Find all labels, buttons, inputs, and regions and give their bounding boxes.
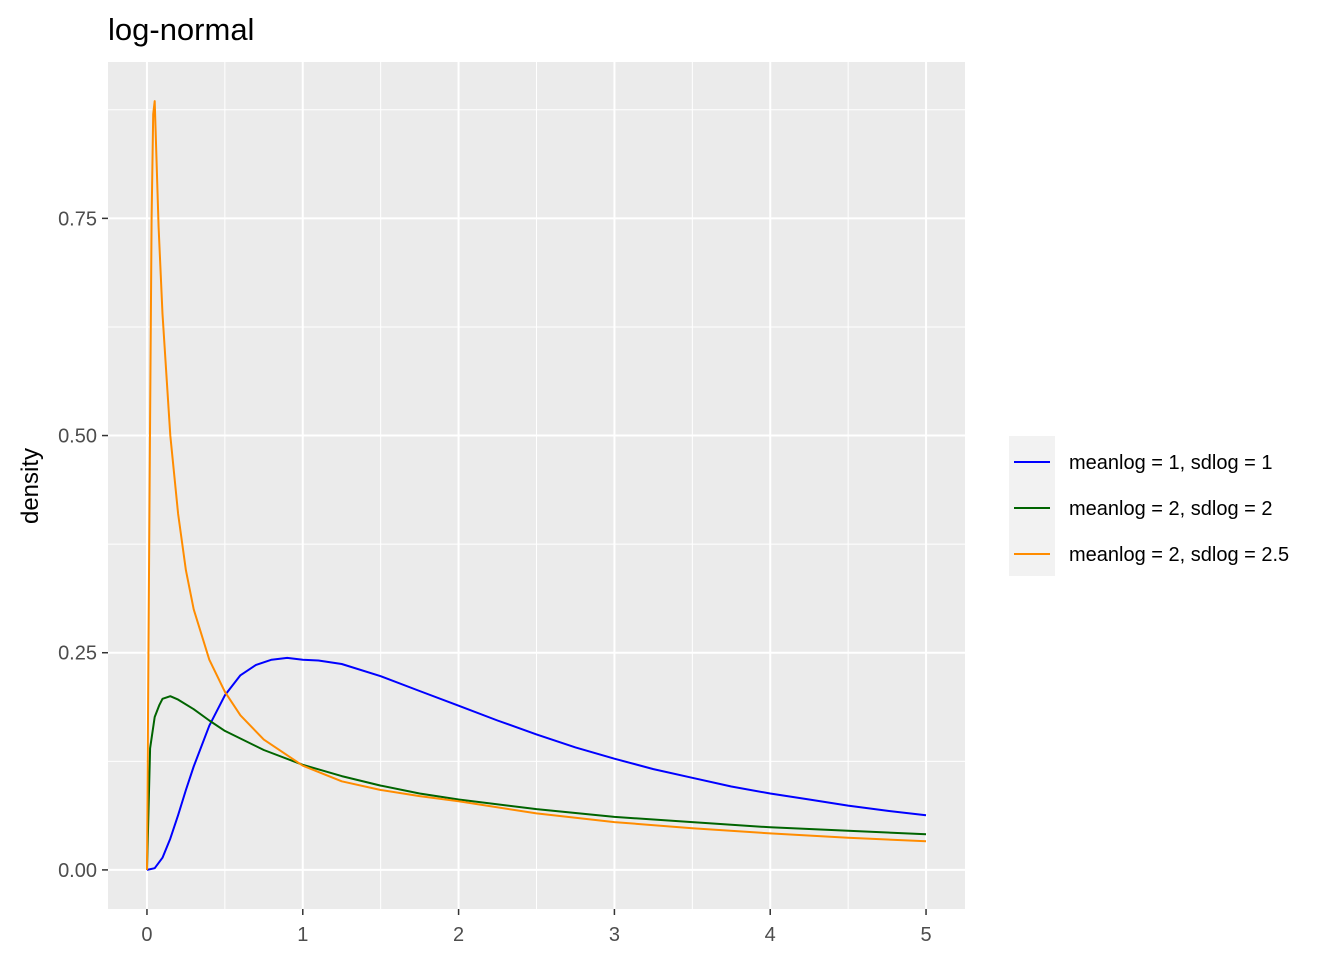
y-axis-title: density (17, 448, 44, 524)
series-line-2 (146, 695, 927, 870)
series-line-1 (146, 656, 927, 871)
x-tick-label: 4 (765, 924, 776, 946)
x-tick-label: 5 (920, 924, 931, 946)
y-axis: 0.00 0.25 0.50 0.75 (58, 208, 108, 882)
y-tick-label: 0.50 (58, 426, 97, 448)
x-tick-label: 0 (141, 924, 152, 946)
x-tick-label: 2 (453, 924, 464, 946)
legend: meanlog = 1, sdlog = 1 meanlog = 2, sdlog… (1009, 436, 1289, 576)
y-tick-label: 0.00 (58, 860, 97, 882)
x-tick-label: 1 (297, 924, 308, 946)
legend-key-background (1009, 436, 1055, 576)
chart-title: log-normal (108, 12, 254, 47)
legend-label-1: meanlog = 1, sdlog = 1 (1069, 452, 1272, 474)
legend-label-2: meanlog = 2, sdlog = 2 (1069, 498, 1272, 520)
x-axis: 0 1 2 3 4 5 (141, 909, 932, 946)
y-tick-label: 0.75 (58, 208, 97, 230)
series-line-3 (146, 100, 927, 870)
series-lines (146, 100, 927, 871)
legend-label-3: meanlog = 2, sdlog = 2.5 (1069, 544, 1289, 566)
y-tick-label: 0.25 (58, 643, 97, 665)
x-tick-label: 3 (609, 924, 620, 946)
